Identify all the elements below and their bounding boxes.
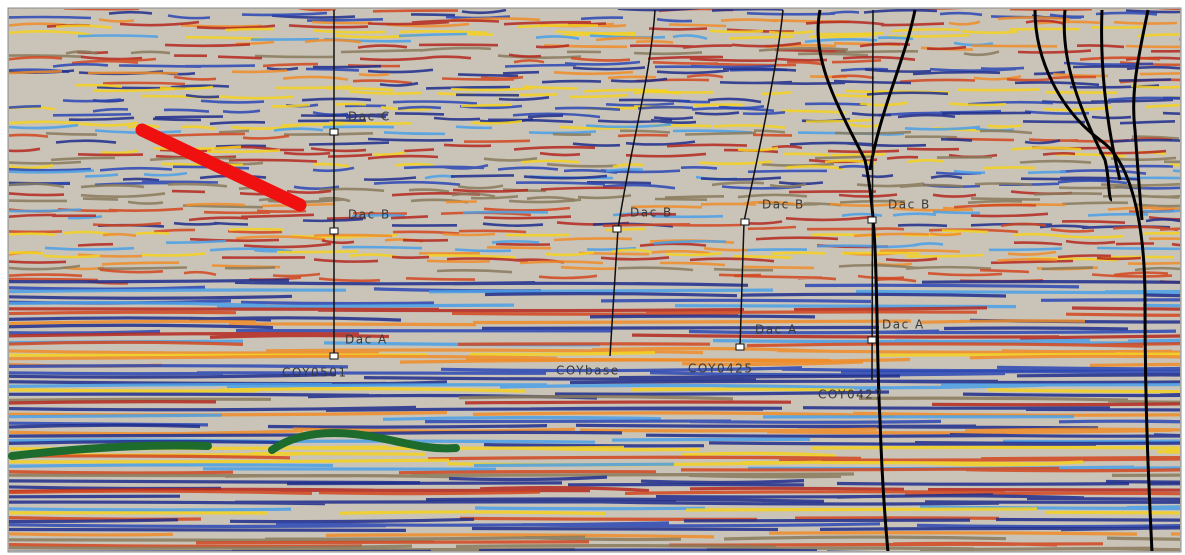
reflector	[9, 486, 1180, 493]
reflector	[9, 526, 1180, 532]
fault	[816, 9, 890, 551]
reflector	[9, 400, 1180, 407]
reflector	[9, 288, 1180, 295]
reflector	[9, 306, 1180, 313]
reflector	[74, 83, 1180, 95]
marker-label: Dac C	[348, 110, 391, 124]
reflector	[9, 46, 1000, 59]
reflector	[9, 364, 1180, 373]
well-name: COY0501	[282, 366, 348, 380]
reflector	[9, 466, 1180, 475]
reflector	[9, 301, 1180, 309]
reflector	[9, 505, 1180, 512]
fault	[1062, 9, 1113, 202]
well-marker	[867, 336, 877, 344]
marker-label: Dac B	[888, 198, 931, 212]
reflector	[9, 222, 1180, 235]
reflector	[80, 53, 1180, 62]
fault	[1033, 9, 1154, 551]
marker-label: Dac B	[348, 208, 391, 222]
well-path	[739, 9, 784, 348]
reflector	[9, 372, 1180, 381]
marker-label: Dac B	[762, 198, 805, 212]
reflector	[9, 382, 1180, 390]
reflector	[9, 430, 1180, 438]
reflector	[9, 323, 1129, 331]
reflector	[9, 248, 1174, 262]
reflector	[9, 517, 1180, 524]
well-marker	[329, 352, 339, 360]
well-marker	[612, 225, 622, 233]
reflector	[9, 462, 1180, 471]
reflector	[9, 543, 1180, 551]
reflector	[9, 439, 1180, 448]
marker-label: Dac B	[630, 206, 673, 220]
reflector	[9, 500, 1180, 506]
reflector	[9, 263, 1180, 274]
reflector	[9, 531, 1180, 539]
well-marker	[740, 218, 750, 226]
well-marker	[735, 343, 745, 351]
reflector	[9, 475, 1180, 485]
reflector	[9, 254, 1142, 265]
reflector	[9, 346, 1180, 355]
reflector	[9, 319, 1086, 327]
reflector	[101, 145, 1167, 158]
reflector	[9, 507, 1180, 516]
reflector	[9, 390, 1180, 400]
fault	[1132, 9, 1150, 221]
reflector	[9, 427, 1180, 436]
reflector	[9, 405, 1180, 412]
reflector	[9, 535, 1180, 542]
reflector	[9, 118, 1022, 132]
reflector	[9, 489, 1180, 497]
reflector	[9, 310, 1180, 317]
marker-label: Dac A	[882, 318, 925, 332]
reflector	[9, 413, 1075, 421]
well-path	[609, 9, 656, 357]
reflector	[9, 540, 1104, 548]
well-path	[871, 9, 874, 381]
green-horizon	[8, 429, 460, 460]
reflector	[9, 291, 1180, 300]
well-marker	[329, 227, 339, 235]
marker-label: Dac A	[755, 323, 798, 337]
fault	[868, 9, 917, 171]
reflector	[9, 332, 1180, 340]
well-name: COYbase	[556, 364, 620, 378]
seismic-reflections	[9, 9, 1180, 551]
reflector	[9, 328, 1177, 335]
reflector	[44, 239, 1180, 253]
reflector	[9, 472, 1180, 479]
reflector	[9, 394, 1180, 404]
reflector	[9, 340, 1180, 348]
marker-label: Dac A	[345, 333, 388, 347]
reflector	[185, 29, 1180, 41]
faults	[816, 9, 1154, 551]
reflector	[9, 493, 1180, 503]
reflector	[9, 351, 1180, 357]
red-arrow	[135, 123, 307, 212]
reflector	[9, 314, 1180, 324]
reflector	[9, 387, 1180, 394]
well-marker	[867, 216, 877, 224]
fault	[1100, 9, 1122, 181]
well-name: COY0425	[688, 362, 754, 376]
wells: Dac C Dac B Dac A COY0501 Dac B COYbase Dac B D…	[282, 9, 931, 402]
reflector	[9, 454, 1180, 462]
reflector	[9, 278, 1180, 287]
reflector	[9, 69, 1180, 81]
well-marker	[329, 128, 339, 136]
well-name: COY0427	[818, 388, 884, 402]
reflector	[9, 521, 1180, 529]
reflector	[9, 548, 874, 551]
reflector	[9, 423, 1099, 430]
